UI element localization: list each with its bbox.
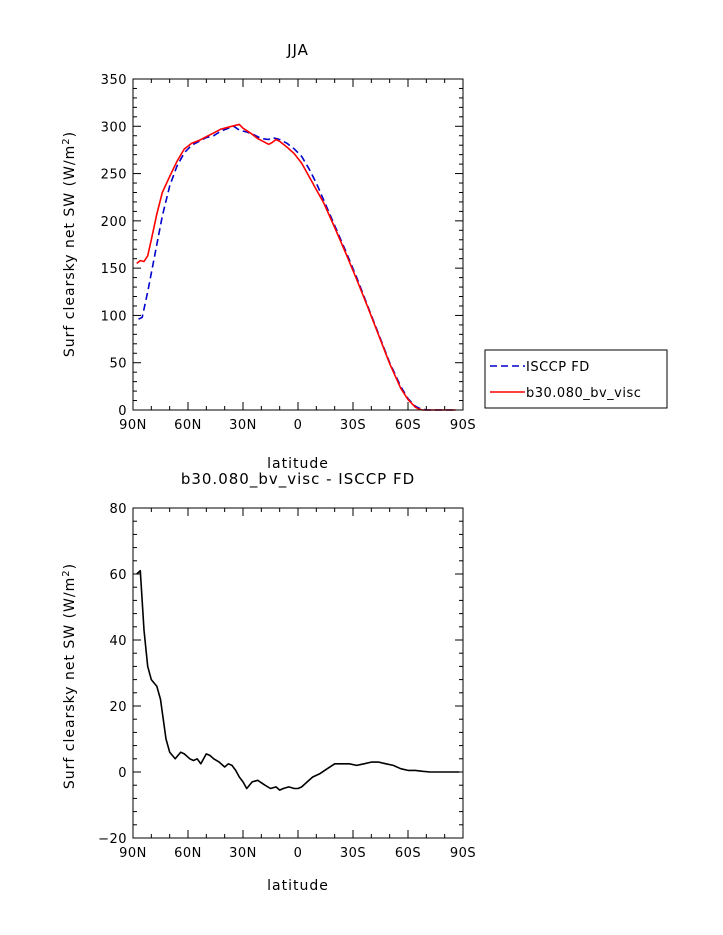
top-y-label-main: Surf clearsky net SW (W/m: [62, 145, 78, 357]
top-plot-frame: [132, 78, 464, 411]
legend-label-model: b30.080_bv_visc: [526, 386, 641, 401]
x-tick-label: 60N: [174, 846, 202, 861]
y-tick-label: 60: [109, 568, 127, 583]
series-line-difference: [136, 569, 460, 791]
top-panel: JJA 90N 60N 30N 0 30S 60S 90S 0 50 100 150 200 250 30…: [61, 41, 668, 472]
y-tick-label: 350: [101, 73, 127, 88]
y-tick-label: 80: [109, 502, 127, 517]
bottom-y-label-close: ): [62, 563, 78, 569]
x-tick-label: 60N: [174, 418, 202, 433]
x-tick-label: 30N: [229, 846, 257, 861]
x-tick-label: 0: [294, 418, 303, 433]
x-tick-label: 60S: [395, 418, 421, 433]
bottom-axis-ticks: 90N 60N 30N 0 30S 60S 90S −20 0 20 40 60 80: [98, 502, 476, 861]
top-x-axis-label: latitude: [267, 456, 329, 472]
top-y-axis-label: Surf clearsky net SW (W/m2): [61, 131, 78, 357]
legend: ISCCP FD b30.080_bv_visc: [484, 349, 668, 409]
series-line-b30-080-bv-visc: [136, 123, 456, 411]
y-tick-label: 200: [101, 215, 127, 230]
top-chart-title: JJA: [286, 41, 309, 59]
x-tick-label: 90N: [119, 846, 147, 861]
bottom-panel: b30.080_bv_visc - ISCCP FD 90N 60N 30N 0 30S…: [61, 470, 476, 894]
bottom-y-label-sup: 2: [61, 569, 72, 576]
top-axis-ticks: 90N 60N 30N 0 30S 60S 90S 0 50 100 150 200 250 300 350: [101, 73, 476, 433]
legend-box: [484, 349, 668, 409]
series-line-isccp-fd: [138, 125, 456, 411]
x-tick-label: 0: [294, 846, 303, 861]
bottom-y-axis-label: Surf clearsky net SW (W/m2): [61, 563, 78, 789]
top-y-label-close: ): [62, 131, 78, 137]
top-series-lines: [136, 123, 456, 411]
top-y-label-sup: 2: [61, 137, 72, 144]
x-tick-label: 90N: [119, 418, 147, 433]
x-tick-label: 60S: [395, 846, 421, 861]
legend-label-isccp: ISCCP FD: [526, 360, 590, 375]
bottom-x-axis-label: latitude: [267, 878, 329, 894]
y-tick-label: 50: [109, 357, 127, 372]
x-tick-label: 30N: [229, 418, 257, 433]
bottom-chart-title: b30.080_bv_visc - ISCCP FD: [181, 470, 415, 489]
y-tick-label: 250: [101, 168, 127, 183]
y-tick-label: 300: [101, 120, 127, 135]
x-tick-label: 90S: [450, 418, 476, 433]
y-tick-label: 0: [118, 404, 127, 419]
x-tick-label: 30S: [340, 846, 366, 861]
y-tick-label: 20: [109, 700, 127, 715]
y-tick-label: −20: [98, 832, 127, 847]
x-tick-label: 90S: [450, 846, 476, 861]
y-tick-label: 0: [118, 766, 127, 781]
x-tick-label: 30S: [340, 418, 366, 433]
y-tick-label: 100: [101, 309, 127, 324]
y-tick-label: 150: [101, 262, 127, 277]
bottom-y-label-main: Surf clearsky net SW (W/m: [62, 577, 78, 789]
bottom-series-lines: [136, 569, 460, 791]
y-tick-label: 40: [109, 634, 127, 649]
